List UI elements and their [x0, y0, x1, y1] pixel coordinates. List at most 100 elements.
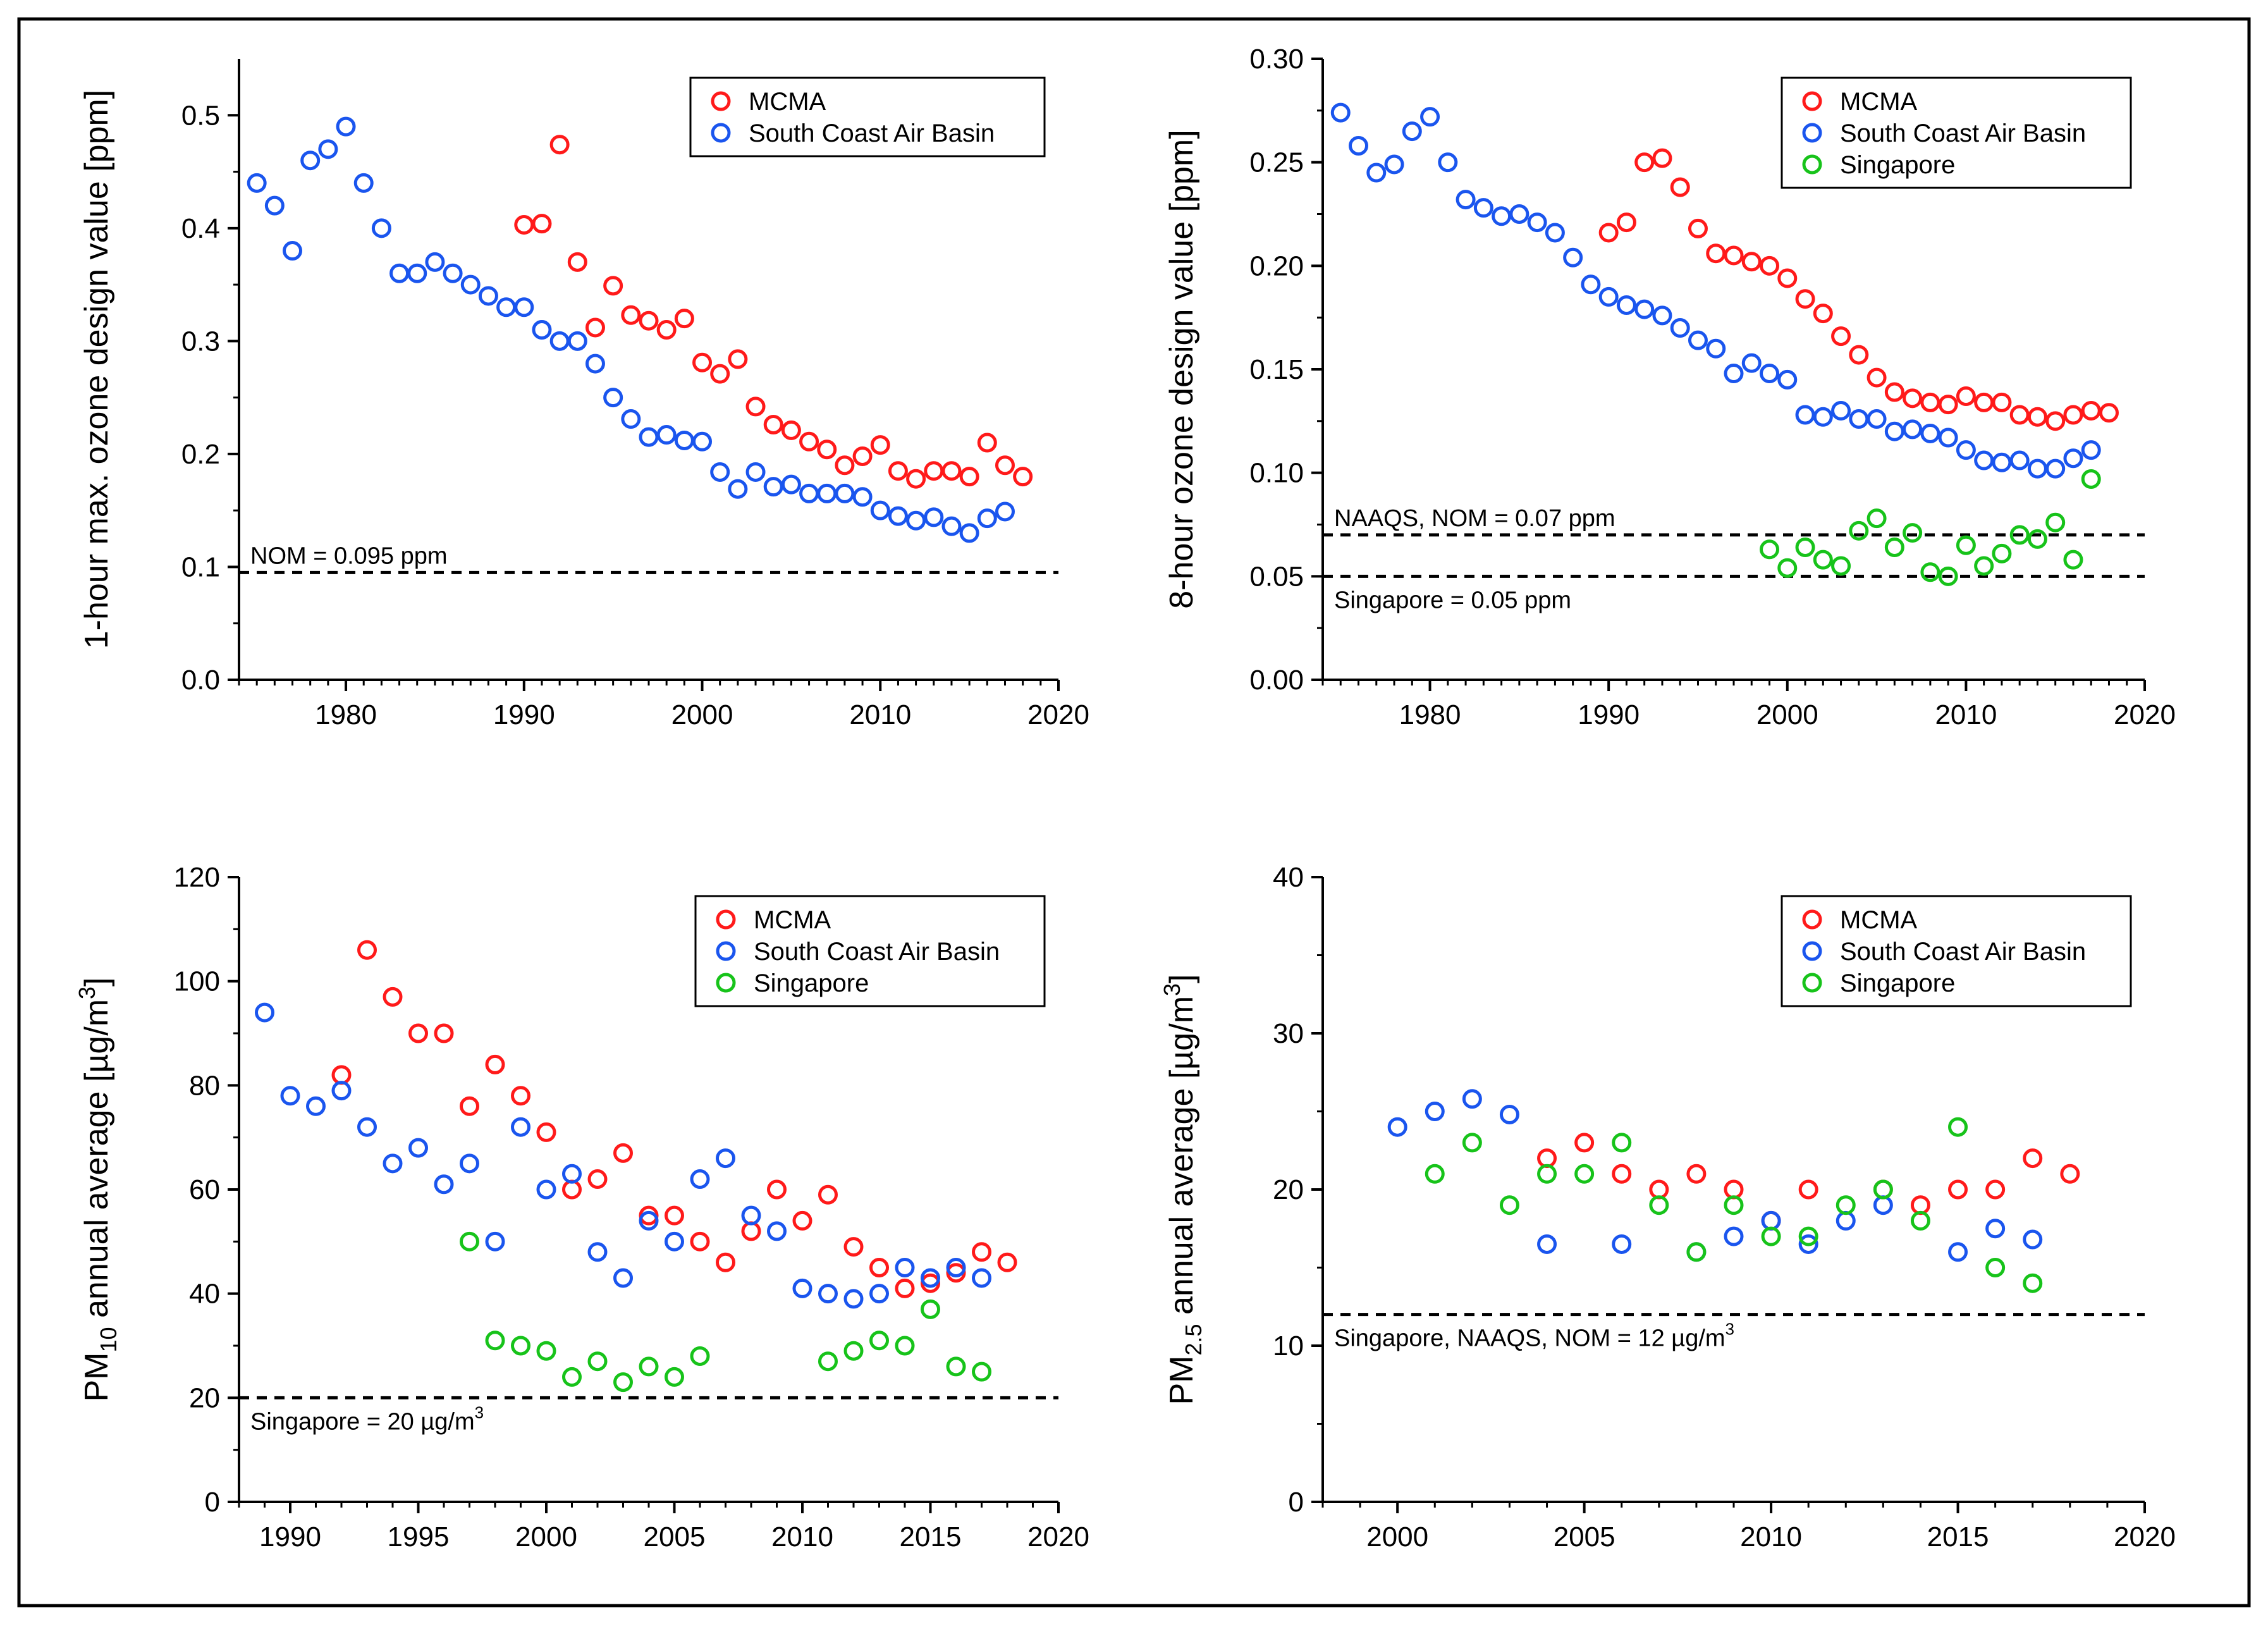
x-tick-label: 2020 [2114, 699, 2176, 730]
data-point [264, 195, 285, 216]
reference-line-label: Singapore = 0.05 ppm [1334, 587, 1571, 613]
data-point [2009, 450, 2030, 470]
data-point [1956, 440, 1976, 460]
data-point [1938, 566, 1958, 586]
data-point [2063, 448, 2083, 469]
reference-line-label: Singapore, NAAQS, NOM = 12 µg/m3 [1334, 1320, 1734, 1352]
data-point [1612, 1133, 1632, 1153]
data-point [1384, 154, 1404, 175]
data-point [255, 1002, 274, 1023]
data-point [977, 508, 997, 529]
data-point [1760, 539, 1780, 560]
legend-label: South Coast Air Basin [1840, 938, 2086, 966]
data-point [895, 1336, 915, 1356]
data-point [443, 263, 463, 283]
data-point [408, 1023, 428, 1043]
x-tick-label: 2015 [1927, 1521, 1989, 1552]
data-point [852, 487, 873, 507]
legend-marker [716, 941, 736, 961]
data-point [1462, 1089, 1482, 1109]
data-point [692, 431, 713, 452]
data-point [1985, 1179, 2006, 1200]
data-point [434, 1023, 454, 1043]
x-tick-label: 2010 [1935, 699, 1997, 730]
legend-marker [1802, 91, 1822, 111]
y-tick-label: 0.15 [1249, 354, 1304, 385]
x-tick-label: 2015 [900, 1521, 962, 1552]
data-point [1527, 212, 1547, 233]
data-point [1574, 1164, 1595, 1184]
data-point [1492, 206, 1512, 226]
data-point [972, 1268, 991, 1288]
data-point [690, 1169, 710, 1189]
legend-marker [1802, 973, 1822, 993]
data-point [1849, 520, 1869, 541]
y-axis-label: 8-hour ozone design value [ppm] [1163, 130, 1200, 608]
data-point [300, 151, 321, 171]
data-point [728, 479, 748, 499]
data-point [959, 467, 979, 487]
legend-marker [1802, 123, 1822, 143]
y-tick-label: 0.1 [181, 551, 220, 582]
data-point [941, 461, 962, 481]
data-point [1652, 148, 1672, 168]
data-point [1795, 538, 1815, 558]
data-point [1438, 152, 1458, 173]
data-point [1462, 1133, 1482, 1153]
data-point [1013, 467, 1033, 487]
data-point [1612, 1164, 1632, 1184]
data-point [710, 462, 730, 482]
y-axis-label-part: 10 [95, 1327, 121, 1352]
data-point [511, 1336, 530, 1356]
y-tick-label: 10 [1273, 1331, 1304, 1362]
data-point [1616, 295, 1636, 316]
data-point [532, 214, 552, 234]
data-point [613, 1268, 633, 1288]
data-point [1670, 177, 1690, 197]
data-point [353, 173, 374, 193]
x-tick-label: 2005 [644, 1521, 706, 1552]
data-point [870, 435, 890, 455]
panel-bottom-left: 1990 1995 2000 2005 2010 2015 2020 0 20 40 60 80 100… [74, 862, 1089, 1552]
data-point [1992, 543, 2012, 563]
data-point [247, 173, 267, 193]
data-point [2009, 405, 2030, 425]
y-tick-label: 60 [189, 1174, 220, 1205]
data-point [1777, 558, 1798, 578]
data-point [1884, 382, 1904, 402]
y-axis-label-part: annual average [µg/m [78, 999, 115, 1327]
data-point [1366, 163, 1387, 183]
y-tick-label: 40 [189, 1279, 220, 1310]
data-point [639, 1356, 659, 1377]
data-point [1598, 223, 1619, 243]
data-point [781, 474, 801, 495]
data-point [2023, 1273, 2043, 1293]
data-point [1563, 247, 1583, 267]
reference-label-text: Singapore = 20 µg/m [250, 1408, 475, 1435]
data-point [745, 396, 766, 417]
data-point [941, 516, 962, 536]
y-tick-label: 100 [174, 966, 220, 997]
series-mcma [514, 135, 1033, 489]
data-point [585, 353, 605, 374]
data-point [1686, 1164, 1707, 1184]
reference-label-text: NAAQS, NOM = 0.07 ppm [1334, 505, 1615, 532]
data-point [946, 1258, 966, 1277]
y-tick-label: 120 [174, 862, 220, 893]
y-tick-label: 0 [205, 1487, 220, 1518]
data-point [728, 349, 748, 369]
legend-label: South Coast Air Basin [1840, 120, 2086, 147]
data-point [767, 1221, 787, 1241]
data-point [1920, 392, 1940, 412]
data-point [690, 1346, 710, 1366]
data-point [532, 320, 552, 340]
data-point [1795, 405, 1815, 425]
y-axis-label-part: ] [1163, 974, 1200, 983]
data-point [1499, 1104, 1519, 1124]
x-tick-label: 1990 [493, 699, 555, 730]
legend-marker [711, 123, 731, 143]
y-tick-label: 0.20 [1249, 250, 1304, 281]
data-point [1670, 318, 1690, 338]
data-point [485, 1231, 505, 1251]
data-point [587, 1351, 608, 1372]
